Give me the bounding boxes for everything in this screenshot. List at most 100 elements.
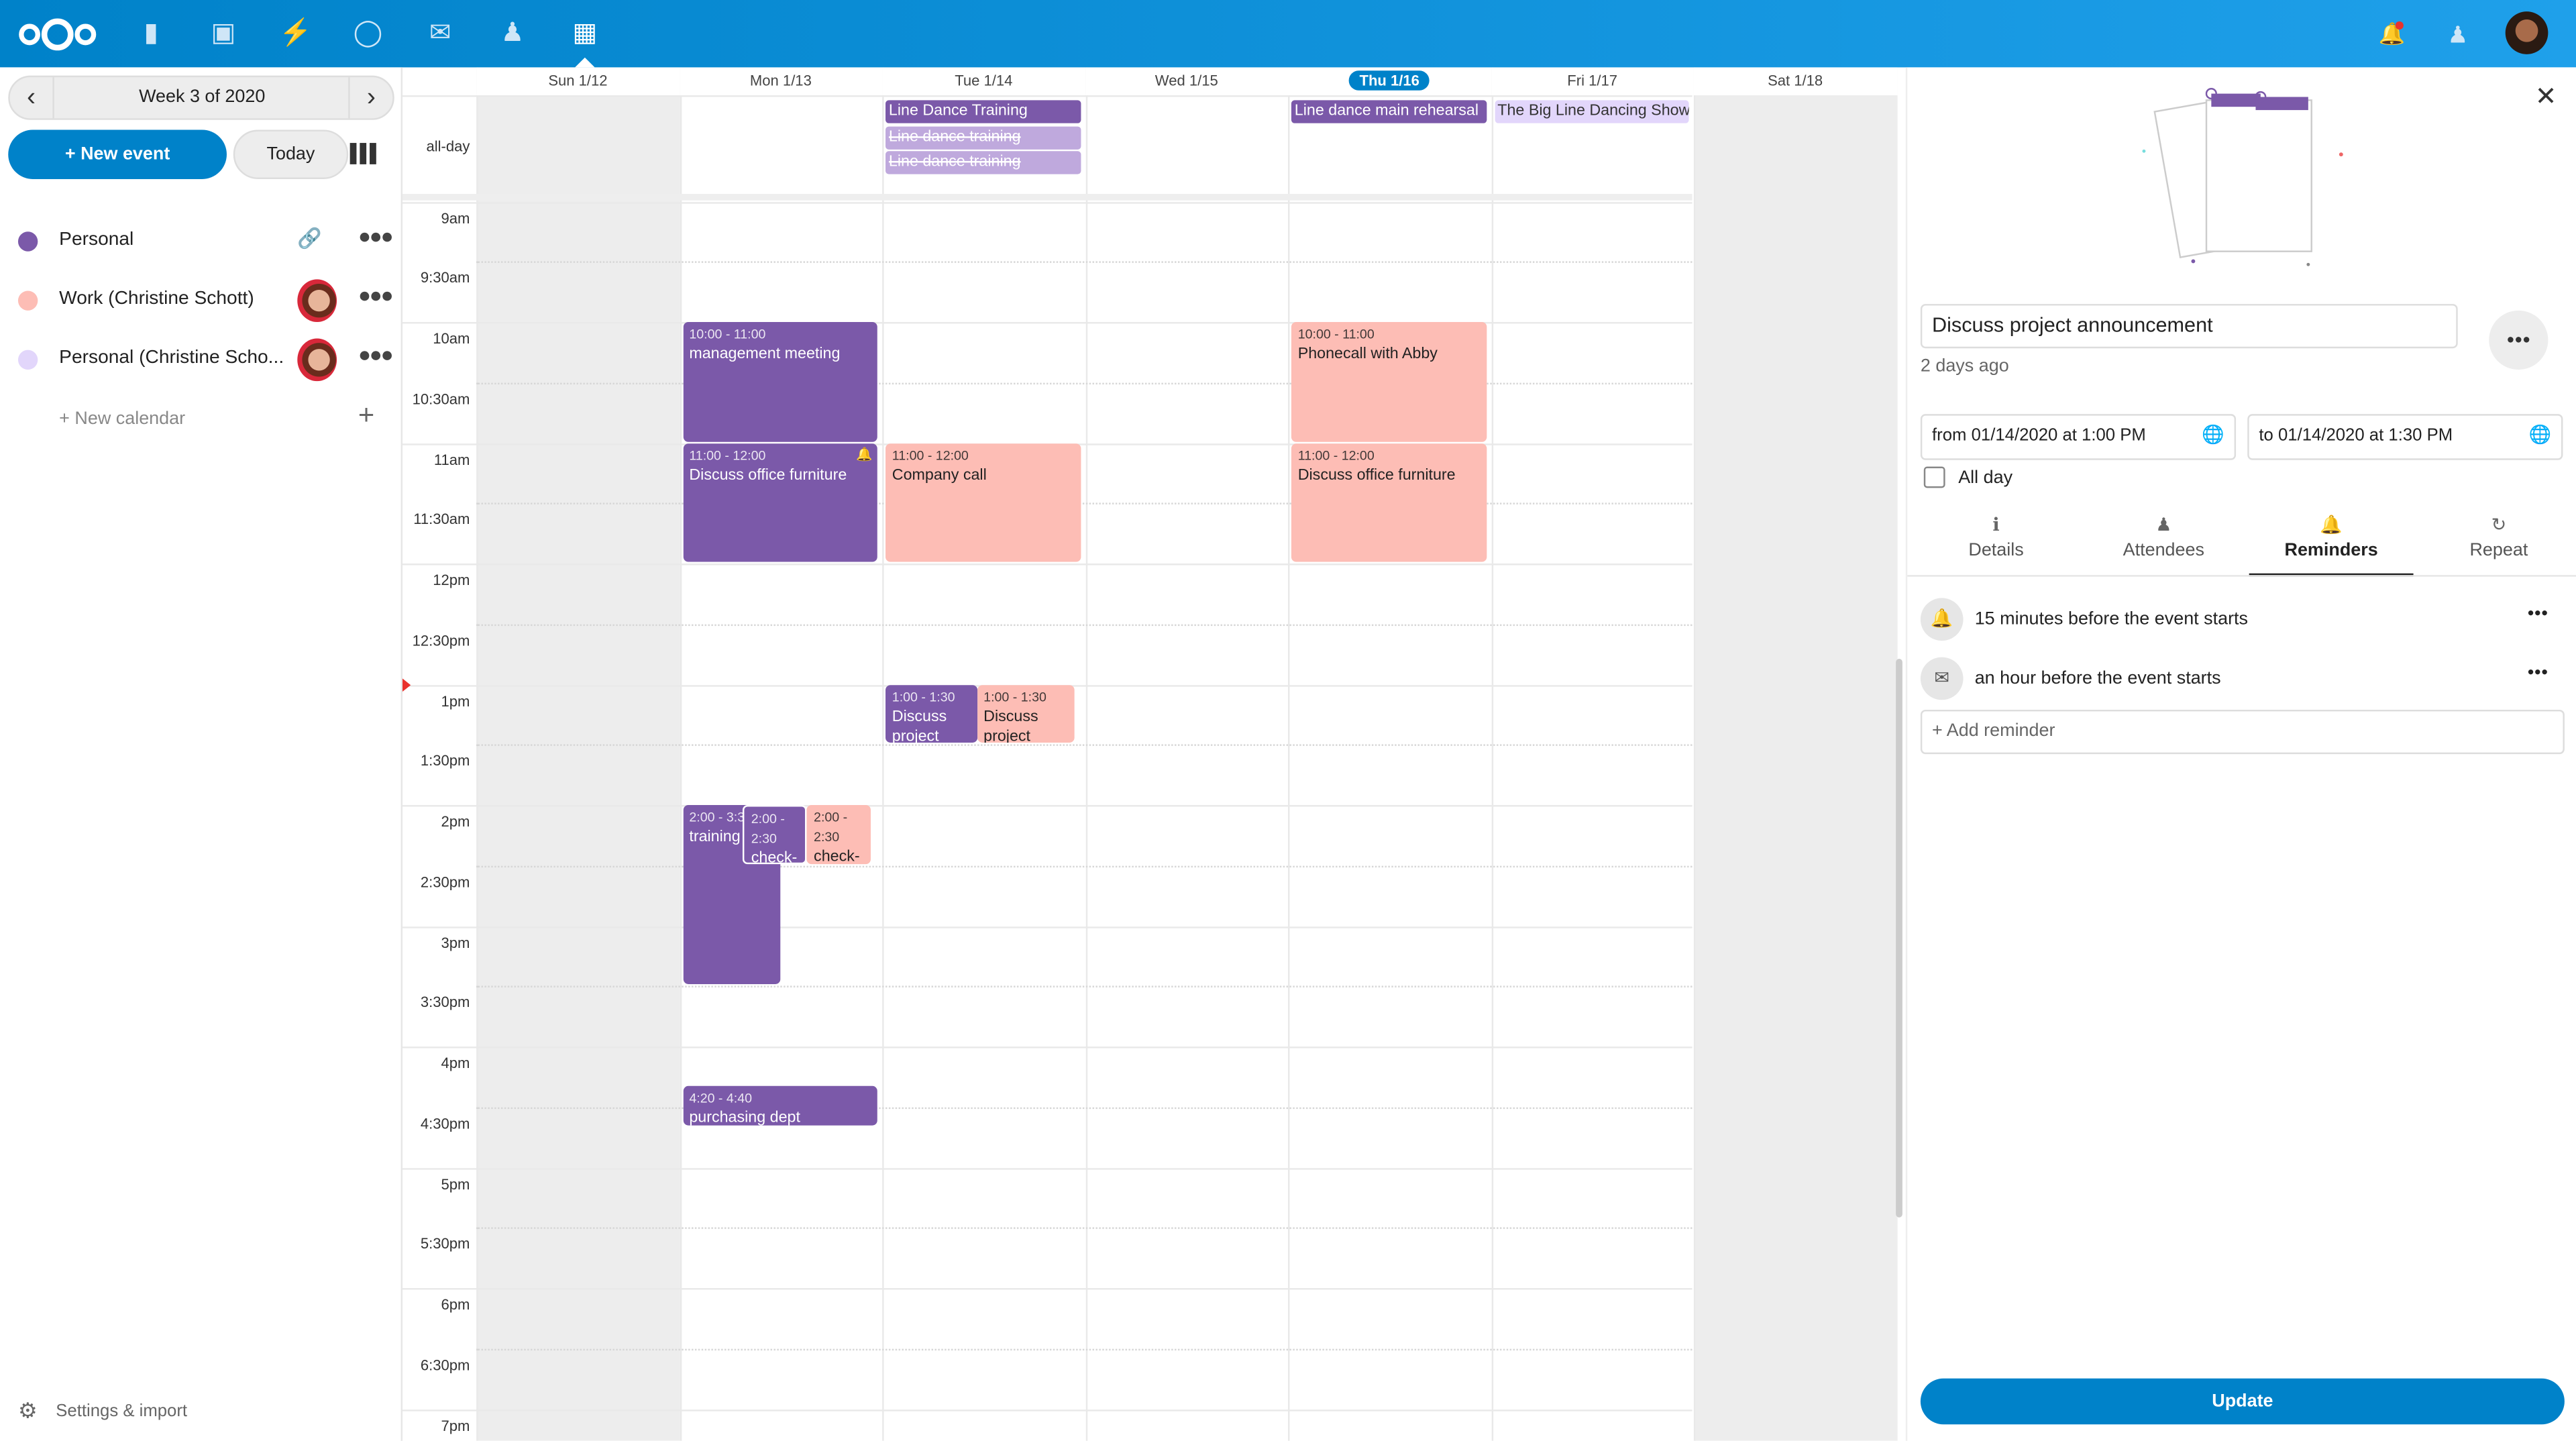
calendar-icon[interactable]: ▦: [572, 19, 598, 48]
week-label[interactable]: Week 3 of 2020: [139, 87, 266, 107]
allday-event[interactable]: Line Dance Training: [885, 100, 1081, 123]
share-link-icon[interactable]: 🔗: [297, 226, 322, 250]
tab-repeat[interactable]: ↻ Repeat: [2416, 515, 2576, 577]
reminder-more-icon[interactable]: ●●●: [2527, 667, 2548, 679]
calendar-event[interactable]: 2:00 - 2:30 check-in: [807, 805, 872, 864]
day-header[interactable]: Tue 1/14: [882, 67, 1085, 96]
add-icon[interactable]: +: [358, 399, 375, 431]
allday-event[interactable]: Line dance training: [885, 151, 1081, 174]
new-calendar-button[interactable]: + New calendar: [59, 409, 186, 429]
calendar-name: Personal: [59, 229, 134, 250]
calendar-item-personal[interactable]: Personal 🔗 ●●●: [0, 219, 402, 265]
time-label: 10am: [433, 330, 470, 347]
nextcloud-logo-icon[interactable]: [16, 16, 98, 52]
calendar-event[interactable]: 2:00 - 3:30 training: [682, 805, 780, 985]
calendar-event[interactable]: 11:00 - 12:00 Company call: [885, 443, 1081, 562]
calendar-color-dot[interactable]: [17, 231, 38, 252]
more-actions-button[interactable]: ●●●: [2489, 310, 2548, 370]
talk-icon[interactable]: ◯: [353, 19, 383, 48]
time-label: 11:30am: [413, 511, 470, 528]
day-column[interactable]: [1288, 67, 1491, 1441]
calendar-event[interactable]: 1:00 - 1:30 Discuss project announcement: [885, 684, 977, 743]
calendar-event[interactable]: 11:00 - 12:00 Discuss office furniture 🔔: [682, 443, 877, 562]
event-title: Discuss office furniture: [1297, 466, 1456, 484]
time-label: 4pm: [441, 1055, 470, 1071]
calendar-event[interactable]: 10:00 - 11:00 Phonecall with Abby: [1291, 322, 1487, 441]
calendar-item-work[interactable]: Work (Christine Schott) ●●●: [0, 278, 402, 324]
hour-line: [402, 322, 1693, 324]
tab-label: Reminders: [2284, 540, 2378, 561]
day-column[interactable]: [1491, 67, 1693, 1441]
calendar-event[interactable]: 2:00 - 2:30 check-in: [743, 805, 808, 864]
reminder-text[interactable]: 15 minutes before the event starts: [1974, 609, 2249, 629]
time-label: 2:30pm: [420, 873, 470, 890]
calendar-item-personal-shared[interactable]: Personal (Christine Scho... ●●●: [0, 337, 402, 383]
day-header[interactable]: Sat 1/18: [1693, 67, 1897, 96]
allday-event[interactable]: Line dance training: [885, 125, 1081, 149]
day-header[interactable]: Mon 1/13: [679, 67, 883, 96]
day-column[interactable]: [1693, 67, 1897, 1441]
next-week-button[interactable]: ›: [348, 77, 392, 119]
more-options-icon[interactable]: ●●●: [358, 341, 394, 367]
time-label: 5pm: [441, 1175, 470, 1192]
timezone-globe-icon[interactable]: 🌐: [2202, 425, 2224, 445]
settings-import-button[interactable]: Settings & import: [56, 1401, 188, 1422]
photos-icon[interactable]: ▣: [211, 19, 236, 48]
end-datetime-input[interactable]: to 01/14/2020 at 1:30 PM 🌐: [2247, 414, 2563, 460]
day-column[interactable]: [679, 67, 882, 1441]
start-datetime-input[interactable]: from 01/14/2020 at 1:00 PM 🌐: [1920, 414, 2237, 460]
reminder-text[interactable]: an hour before the event starts: [1974, 668, 2221, 689]
event-details-panel: ✕ Discuss project announcement ●●● 2 day…: [1905, 67, 2576, 1441]
day-header[interactable]: Fri 1/17: [1491, 67, 1694, 96]
all-day-checkbox[interactable]: [1923, 466, 1945, 488]
calendar-color-dot[interactable]: [17, 290, 38, 311]
calendar-event[interactable]: 1:00 - 1:30 Discuss project: [977, 684, 1075, 743]
previous-week-button[interactable]: ‹: [10, 77, 54, 119]
reminder-more-icon[interactable]: ●●●: [2527, 608, 2548, 620]
event-time: 2:00 - 2:30: [814, 810, 848, 845]
calendar-event[interactable]: 10:00 - 11:00 management meeting: [682, 322, 877, 441]
update-button[interactable]: Update: [1920, 1378, 2565, 1425]
day-column[interactable]: [882, 67, 1085, 1441]
timezone-globe-icon[interactable]: 🌐: [2528, 425, 2552, 445]
all-day-label[interactable]: All day: [1958, 468, 2013, 488]
event-time: 10:00 - 11:00: [1297, 327, 1375, 342]
day-header[interactable]: Sun 1/12: [476, 67, 680, 96]
day-column[interactable]: [476, 67, 680, 1441]
day-header[interactable]: Wed 1/15: [1085, 67, 1289, 96]
day-header[interactable]: Thu 1/16: [1288, 67, 1491, 96]
contacts-menu-icon[interactable]: ♟: [2447, 21, 2469, 48]
owner-avatar: [297, 279, 337, 323]
scrollbar[interactable]: [1896, 659, 1902, 1218]
calendar-event[interactable]: 11:00 - 12:00 Discuss office furniture: [1291, 443, 1487, 562]
more-options-icon[interactable]: ●●●: [358, 282, 394, 307]
activity-icon[interactable]: ⚡: [279, 19, 313, 48]
new-event-button[interactable]: + New event: [8, 129, 227, 179]
tab-details[interactable]: ℹ Details: [1914, 515, 2078, 577]
contacts-icon[interactable]: ♟: [500, 19, 525, 48]
modified-time: 2 days ago: [1920, 356, 2009, 376]
user-avatar[interactable]: [2505, 11, 2548, 54]
files-icon[interactable]: ▮: [144, 19, 159, 48]
day-column[interactable]: [1085, 67, 1288, 1441]
more-options-icon[interactable]: ●●●: [358, 223, 394, 248]
tab-reminders[interactable]: 🔔 Reminders: [2249, 515, 2414, 577]
time-label: 6pm: [441, 1296, 470, 1313]
event-title-input[interactable]: Discuss project announcement: [1920, 304, 2458, 349]
allday-event[interactable]: The Big Line Dancing Show: [1494, 100, 1689, 123]
reminder-item: ✉ an hour before the event starts ●●●: [1920, 655, 2565, 702]
today-button[interactable]: Today: [233, 129, 349, 179]
allday-event[interactable]: Line dance main rehearsal: [1291, 100, 1487, 123]
mail-icon[interactable]: ✉: [429, 19, 451, 48]
start-datetime-value: from 01/14/2020 at 1:00 PM: [1932, 425, 2146, 445]
tab-attendees[interactable]: ♟ Attendees: [2082, 515, 2246, 577]
notifications-icon[interactable]: 🔔: [2378, 21, 2406, 46]
add-reminder-input[interactable]: + Add reminder: [1920, 709, 2565, 755]
time-label: 5:30pm: [420, 1236, 470, 1252]
settings-gear-icon[interactable]: ⚙: [17, 1398, 38, 1423]
day-label: Sun 1/12: [548, 72, 608, 89]
view-switcher-icon[interactable]: [350, 143, 376, 164]
close-icon[interactable]: ✕: [2534, 83, 2557, 112]
calendar-event[interactable]: 4:20 - 4:40 purchasing dept: [682, 1086, 877, 1126]
calendar-color-dot[interactable]: [17, 350, 38, 370]
